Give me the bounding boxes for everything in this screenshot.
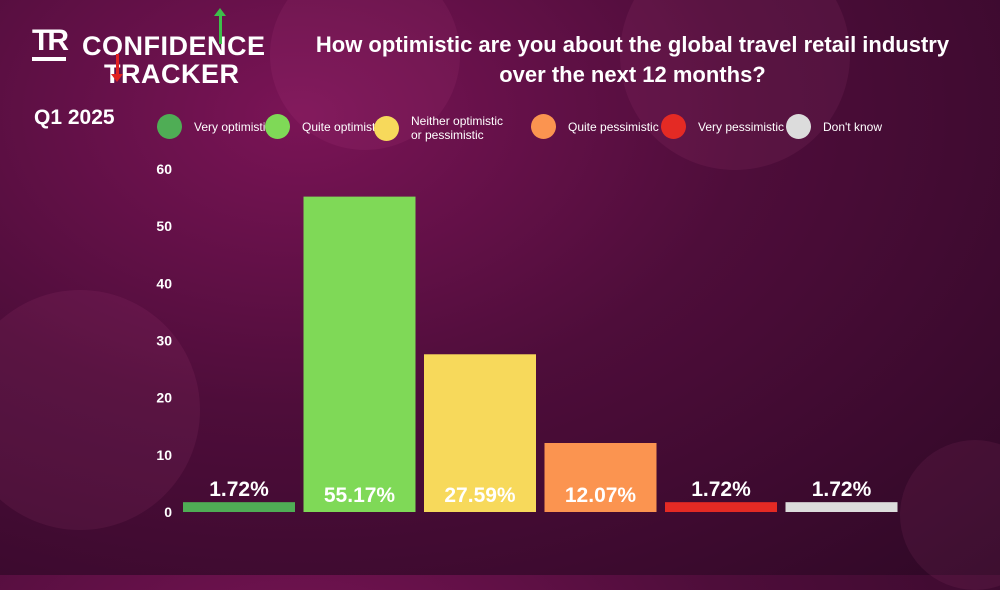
bar [424, 354, 536, 512]
background-bokeh [270, 0, 460, 150]
bar [303, 196, 416, 512]
legend-swatch [531, 114, 556, 139]
data-label: 12.07% [565, 484, 637, 507]
legend-item: Neither optimistic or pessimistic [374, 114, 516, 142]
bar-chart: 0 10 20 30 40 50 60 1.72% 55.17% 27.59% 12.07% 1.72… [156, 161, 898, 520]
legend-item: Very pessimistic [661, 114, 803, 139]
logo-line-tracker: TRACKER [104, 59, 240, 89]
y-tick-label: 60 [156, 161, 172, 177]
y-tick-label: 50 [156, 218, 172, 234]
logo-tr-mark: TR [32, 26, 69, 61]
data-label: 55.17% [324, 484, 396, 507]
legend-swatch [786, 114, 811, 139]
legend-label: Neither optimistic or pessimistic [411, 114, 504, 142]
data-label: 1.72% [812, 478, 872, 501]
data-label: 1.72% [691, 478, 751, 501]
legend-label: Very optimistic [194, 119, 272, 134]
up-arrow-icon [214, 8, 226, 44]
bar [183, 502, 295, 512]
legend-item: Don't know [786, 114, 928, 139]
logo-line-confidence: CONFIDENCE [82, 31, 266, 61]
bar [785, 502, 898, 512]
confidence-tracker-logo: TR CONFIDENCE TRACKER [32, 8, 282, 89]
legend-swatch [157, 114, 182, 139]
legend-swatch [374, 115, 399, 141]
legend-item: Very optimistic [157, 114, 299, 139]
down-arrow-icon [111, 54, 123, 82]
data-label: 1.72% [209, 478, 269, 501]
chart-title: How optimistic are you about the global … [315, 32, 950, 87]
legend-label: Don't know [823, 119, 882, 134]
bar [665, 502, 777, 512]
legend-item: Quite optimistic [265, 114, 407, 139]
y-tick-label: 10 [156, 447, 172, 463]
legend-label: Quite optimistic [302, 119, 385, 134]
y-tick-label: 0 [164, 504, 172, 520]
legend-label: Quite pessimistic [568, 119, 659, 134]
bar [544, 442, 657, 512]
data-label: 27.59% [444, 484, 516, 507]
y-tick-label: 20 [156, 390, 172, 406]
y-tick-label: 40 [156, 275, 172, 291]
y-tick-label: 30 [156, 333, 172, 349]
legend-label: Very pessimistic [698, 119, 785, 134]
legend-item: Quite pessimistic [531, 114, 673, 139]
period-label: Q1 2025 [34, 106, 115, 129]
legend-swatch [265, 114, 290, 139]
background-bokeh [0, 290, 200, 530]
legend-swatch [661, 114, 686, 139]
